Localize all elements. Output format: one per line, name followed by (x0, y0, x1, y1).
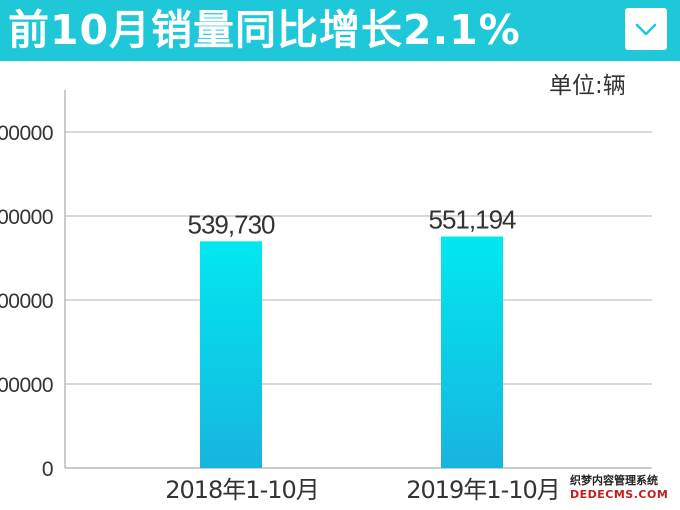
bar (441, 236, 503, 468)
title-banner: 前10月销量同比增长2.1% (0, 0, 680, 61)
y-tick-label: 800000 (0, 122, 53, 145)
chevron-down-icon (635, 23, 657, 36)
data-label: 539,730 (188, 209, 276, 239)
y-tick-label: 600000 (0, 206, 53, 229)
y-tick-label: 0 (42, 458, 53, 481)
y-tick-label: 400000 (0, 290, 53, 313)
bar (200, 241, 262, 468)
dropdown-button[interactable] (625, 8, 667, 50)
x-tick-label: 2018年1-10月 (165, 476, 319, 504)
unit-label: 单位:辆 (549, 73, 626, 99)
y-tick-label: 200000 (0, 374, 53, 397)
watermark-domain: DEDECMS.COM (570, 488, 669, 501)
x-tick-label: 2019年1-10月 (406, 476, 560, 504)
data-label: 551,194 (429, 204, 517, 234)
watermark: 织梦内容管理系统 DEDECMS.COM (570, 474, 674, 502)
watermark-text: 织梦内容管理系统 (570, 474, 658, 487)
chart-title: 前10月销量同比增长2.1% (8, 6, 521, 54)
